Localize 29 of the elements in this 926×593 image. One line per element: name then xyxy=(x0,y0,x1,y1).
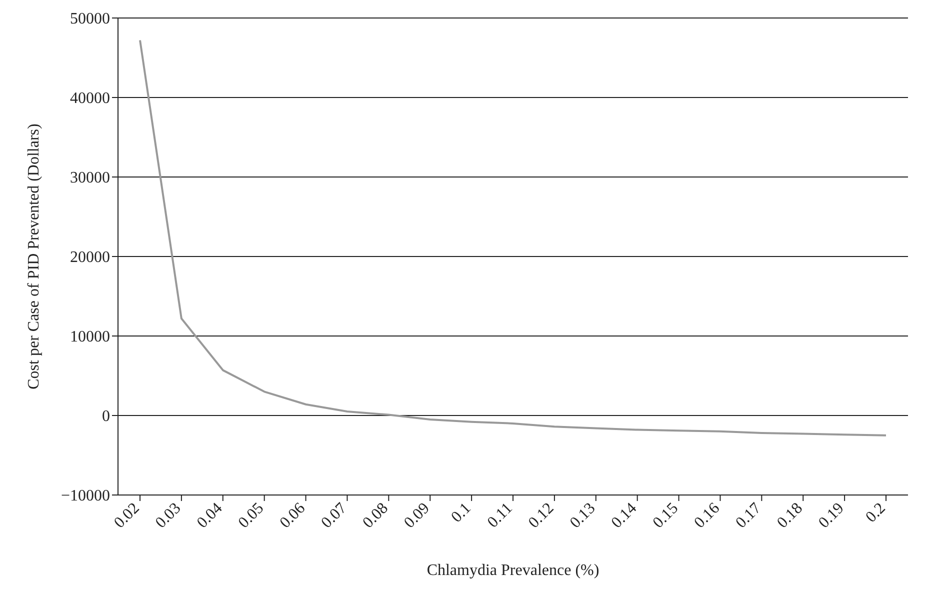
x-tick-label: 0.19 xyxy=(816,500,848,532)
x-tick-label: 0.2 xyxy=(862,500,889,526)
x-tick-label: 0.15 xyxy=(650,500,682,532)
x-tick-label: 0.12 xyxy=(525,500,558,532)
x-tick-label: 0.14 xyxy=(608,500,640,532)
x-axis-title: Chlamydia Prevalence (%) xyxy=(426,562,600,579)
y-tick-label: 10000 xyxy=(70,328,110,346)
y-axis-title: Cost per Case of PID Prevented (Dollars) xyxy=(26,124,43,390)
x-tick-label: 0.13 xyxy=(566,500,599,532)
x-tick-label: 0.05 xyxy=(235,500,268,532)
y-tick-label: 20000 xyxy=(70,249,110,266)
line-series xyxy=(139,39,887,436)
y-tick-label: 30000 xyxy=(70,170,110,187)
x-tick-label: 0.11 xyxy=(484,500,516,532)
y-tick-label: 0 xyxy=(102,408,110,426)
x-tick-label: 0.04 xyxy=(194,500,226,532)
x-tick-label: 0.08 xyxy=(360,500,392,532)
x-tick-label: 0.06 xyxy=(276,500,309,532)
x-tick-label: 0.09 xyxy=(401,500,433,532)
x-tick-label: 0.03 xyxy=(152,500,184,532)
x-tick-label: 0.16 xyxy=(691,500,724,532)
y-tick-label: −10000 xyxy=(60,488,110,505)
x-tick-label: 0.17 xyxy=(732,500,764,532)
x-tick-label: 0.1 xyxy=(448,500,474,526)
y-tick-label: 50000 xyxy=(70,10,110,28)
x-tick-label: 0.02 xyxy=(111,500,143,532)
y-tick-label: 40000 xyxy=(70,90,110,108)
x-tick-label: 0.18 xyxy=(774,500,806,532)
x-tick-label: 0.07 xyxy=(318,500,350,532)
